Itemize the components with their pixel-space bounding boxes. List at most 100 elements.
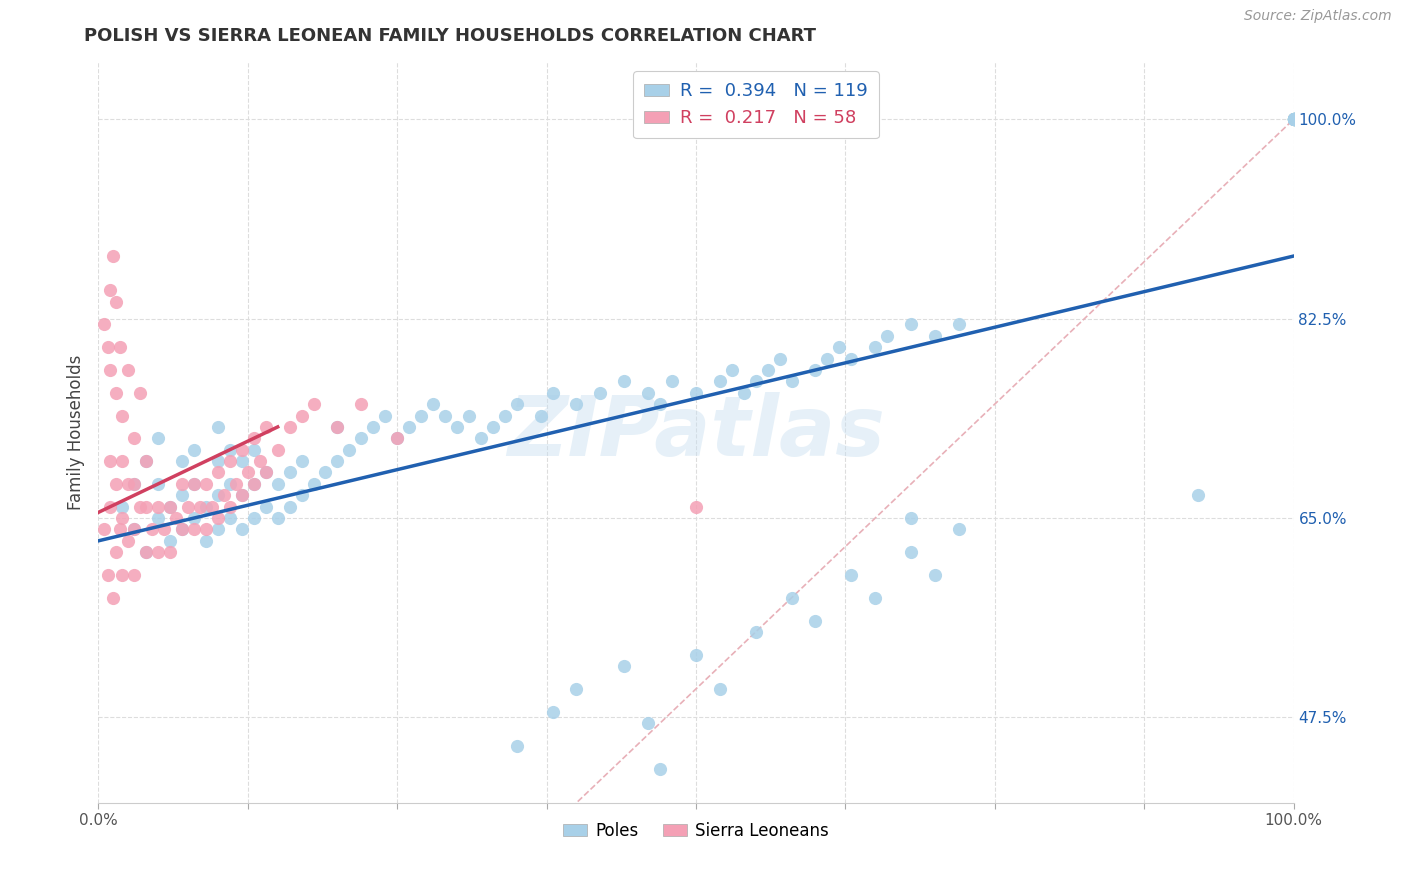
Point (1282, 112, 1305, 127)
Point (350, 397, 373, 411)
Point (111, 568, 134, 582)
Point (350, 431, 373, 445)
Point (685, 385, 707, 400)
Point (183, 476, 205, 491)
Point (291, 454, 314, 468)
Point (1282, 112, 1305, 127)
Point (948, 318, 970, 332)
Point (385, 431, 409, 445)
Point (148, 476, 170, 491)
Point (446, 420, 468, 434)
Point (135, 500, 157, 514)
Point (254, 500, 277, 514)
Point (117, 476, 139, 491)
Point (183, 476, 205, 491)
Point (225, 476, 247, 491)
Point (613, 375, 636, 389)
Point (267, 476, 290, 491)
Point (111, 500, 134, 514)
Point (661, 375, 683, 389)
Point (745, 375, 768, 389)
Point (117, 533, 139, 548)
Point (363, 420, 385, 434)
Point (219, 511, 242, 525)
Point (219, 500, 242, 514)
Point (243, 442, 266, 457)
Point (207, 454, 229, 468)
Point (865, 591, 887, 605)
Point (148, 511, 170, 525)
Point (207, 466, 229, 480)
Point (111, 454, 134, 468)
Point (231, 442, 253, 457)
Point (1282, 112, 1305, 127)
Point (470, 431, 492, 445)
Point (422, 397, 444, 411)
Point (231, 523, 253, 537)
Point (278, 500, 301, 514)
Y-axis label: Family Households: Family Households (66, 355, 84, 510)
Point (339, 442, 361, 457)
Point (254, 420, 277, 434)
Point (1282, 112, 1305, 127)
Point (648, 397, 672, 411)
Point (105, 294, 128, 309)
Point (494, 409, 516, 423)
Point (326, 420, 349, 434)
Point (841, 568, 863, 582)
Point (124, 431, 146, 445)
Point (589, 385, 612, 400)
Point (1282, 112, 1305, 127)
Point (135, 454, 157, 468)
Point (865, 340, 887, 354)
Point (98, 454, 122, 468)
Point (1282, 112, 1305, 127)
Point (291, 409, 314, 423)
Point (111, 511, 134, 525)
Point (111, 409, 134, 423)
Point (648, 762, 672, 776)
Point (98, 363, 122, 377)
Point (243, 476, 266, 491)
Point (685, 500, 707, 514)
Point (148, 500, 170, 514)
Point (900, 511, 922, 525)
Point (105, 476, 128, 491)
Point (231, 488, 253, 502)
Point (267, 442, 290, 457)
Point (302, 476, 325, 491)
Point (267, 511, 290, 525)
Point (254, 466, 277, 480)
Point (207, 523, 229, 537)
Point (207, 511, 229, 525)
Text: ZIPatlas: ZIPatlas (508, 392, 884, 473)
Point (315, 466, 337, 480)
Point (236, 466, 259, 480)
Point (219, 442, 242, 457)
Point (141, 523, 163, 537)
Point (1282, 112, 1305, 127)
Point (195, 476, 218, 491)
Point (98, 500, 122, 514)
Point (398, 420, 420, 434)
Point (105, 545, 128, 559)
Point (756, 363, 779, 377)
Point (129, 385, 152, 400)
Point (1282, 112, 1305, 127)
Point (243, 476, 266, 491)
Point (302, 397, 325, 411)
Point (565, 681, 588, 696)
Point (108, 340, 131, 354)
Point (183, 442, 205, 457)
Point (637, 385, 659, 400)
Point (565, 397, 588, 411)
Point (124, 523, 146, 537)
Point (1282, 112, 1305, 127)
Point (1282, 112, 1305, 127)
Point (481, 420, 505, 434)
Point (506, 739, 529, 753)
Point (177, 500, 200, 514)
Point (148, 431, 170, 445)
Point (135, 545, 157, 559)
Point (172, 454, 194, 468)
